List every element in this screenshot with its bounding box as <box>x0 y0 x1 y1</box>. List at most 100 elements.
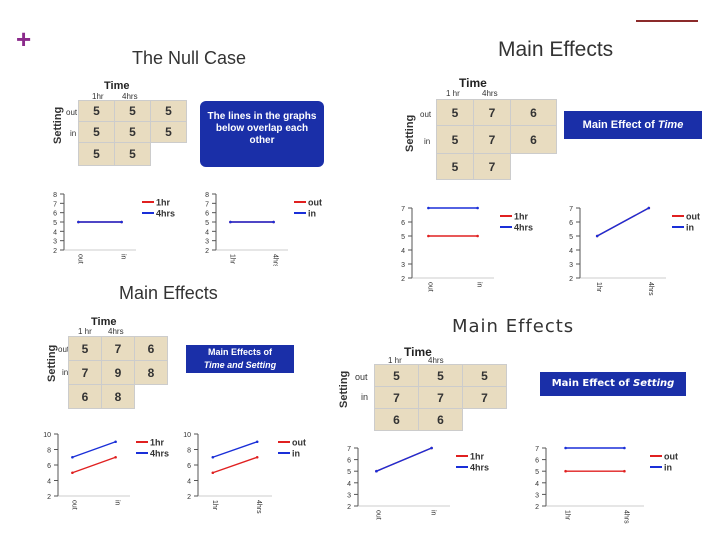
legend-label: 1hr <box>150 438 165 448</box>
callout-emphasis: Setting <box>633 378 675 389</box>
cell <box>135 385 168 409</box>
y-tick-label: 10 <box>183 432 191 439</box>
series-line <box>212 456 258 474</box>
y-tick-label: 5 <box>569 234 573 241</box>
both-time-level-2: 4hrs <box>108 327 124 336</box>
legend-label: in <box>308 209 316 219</box>
y-tick-label: 3 <box>347 492 351 499</box>
null-setting-level-1: out <box>66 108 78 117</box>
x-tick-label: out <box>76 254 83 264</box>
both-effects-title: Main Effects <box>119 283 218 303</box>
y-tick-label: 6 <box>347 458 351 465</box>
data-point <box>430 446 433 450</box>
y-tick-label: 2 <box>205 248 209 255</box>
data-point <box>595 234 599 238</box>
time-setting-level-2: in <box>424 137 431 146</box>
cell: 5 <box>114 142 151 166</box>
y-tick-label: 6 <box>535 458 539 465</box>
x-tick-label: 4hrs <box>622 510 629 524</box>
data-point <box>476 206 479 210</box>
callout-emphasis: Time <box>657 119 684 131</box>
callout-line-2: Time and Setting <box>203 360 277 370</box>
cell: 7 <box>418 386 463 409</box>
both-setting-level-1: out <box>58 345 70 354</box>
time-setting-level-1: out <box>420 110 432 119</box>
y-tick-label: 8 <box>187 448 191 455</box>
cell: 5 <box>150 100 187 122</box>
legend-label: in <box>292 449 300 459</box>
y-tick-label: 2 <box>535 504 539 511</box>
x-tick-label: in <box>114 500 121 506</box>
y-tick-label: 8 <box>53 192 57 199</box>
decorative-rule <box>636 20 698 22</box>
y-tick-label: 4 <box>569 248 573 255</box>
null-setting-label: Setting <box>52 106 64 144</box>
y-tick-label: 6 <box>187 463 191 470</box>
cell: 9 <box>101 360 135 385</box>
cell <box>463 409 507 431</box>
y-tick-label: 4 <box>401 248 405 255</box>
cell: 7 <box>473 153 511 180</box>
callout-text: Main Effect of <box>582 119 658 131</box>
data-point <box>564 446 567 450</box>
legend-label: 1hr <box>470 452 485 462</box>
x-tick-label: 4hrs <box>272 254 279 266</box>
cell: 5 <box>418 364 463 387</box>
cell: 6 <box>374 408 419 431</box>
legend-label: 4hrs <box>470 463 489 473</box>
data-point <box>120 220 123 224</box>
cell: 5 <box>436 99 474 126</box>
cell: 7 <box>374 386 419 409</box>
data-point <box>427 206 430 210</box>
y-tick-label: 4 <box>187 479 191 486</box>
cell: 7 <box>462 386 507 409</box>
legend-label: 1hr <box>514 212 529 222</box>
cell: 6 <box>510 99 557 126</box>
time-time-level-1: 1 hr <box>446 89 460 98</box>
data-point <box>255 440 259 444</box>
cell: 6 <box>68 384 102 409</box>
legend-label: in <box>686 223 694 233</box>
time-time-level-2: 4hrs <box>482 89 498 98</box>
null-time-level-1: 1hr <box>92 92 104 101</box>
cell: 5 <box>78 142 115 166</box>
callout-line-1: Main Effects of <box>207 347 272 357</box>
x-tick-label: out <box>374 510 381 520</box>
x-tick-label: 1hr <box>595 282 602 293</box>
cell: 7 <box>68 360 102 385</box>
data-point <box>71 455 74 459</box>
series-line <box>596 207 650 237</box>
y-tick-label: 7 <box>347 446 351 453</box>
y-tick-label: 5 <box>205 220 209 227</box>
setting-effect-title: Main Effects <box>452 316 575 337</box>
legend-label: out <box>292 438 306 448</box>
x-tick-label: in <box>430 510 437 516</box>
y-tick-label: 7 <box>205 201 209 208</box>
y-tick-label: 8 <box>47 448 51 455</box>
y-tick-label: 5 <box>401 234 405 241</box>
series-line <box>72 456 116 474</box>
data-point <box>211 471 215 475</box>
setting-time-level-2: 4hrs <box>428 356 444 365</box>
y-tick-label: 2 <box>347 504 351 511</box>
null-setting-level-2: in <box>70 129 77 138</box>
cell: 5 <box>436 153 474 180</box>
x-tick-label: 4hrs <box>255 500 262 514</box>
setting-effect-callout: Main Effect of Setting <box>540 372 686 396</box>
y-tick-label: 6 <box>401 220 405 227</box>
both-setting-level-2: in <box>62 368 69 377</box>
y-tick-label: 8 <box>205 192 209 199</box>
y-tick-label: 6 <box>53 211 57 218</box>
legend-label: out <box>686 212 700 222</box>
both-time-label: Time <box>91 316 117 328</box>
series-line <box>72 441 116 458</box>
data-point <box>114 455 117 459</box>
setting-setting-label: Setting <box>338 370 350 408</box>
cell <box>151 143 187 166</box>
y-tick-label: 7 <box>535 446 539 453</box>
